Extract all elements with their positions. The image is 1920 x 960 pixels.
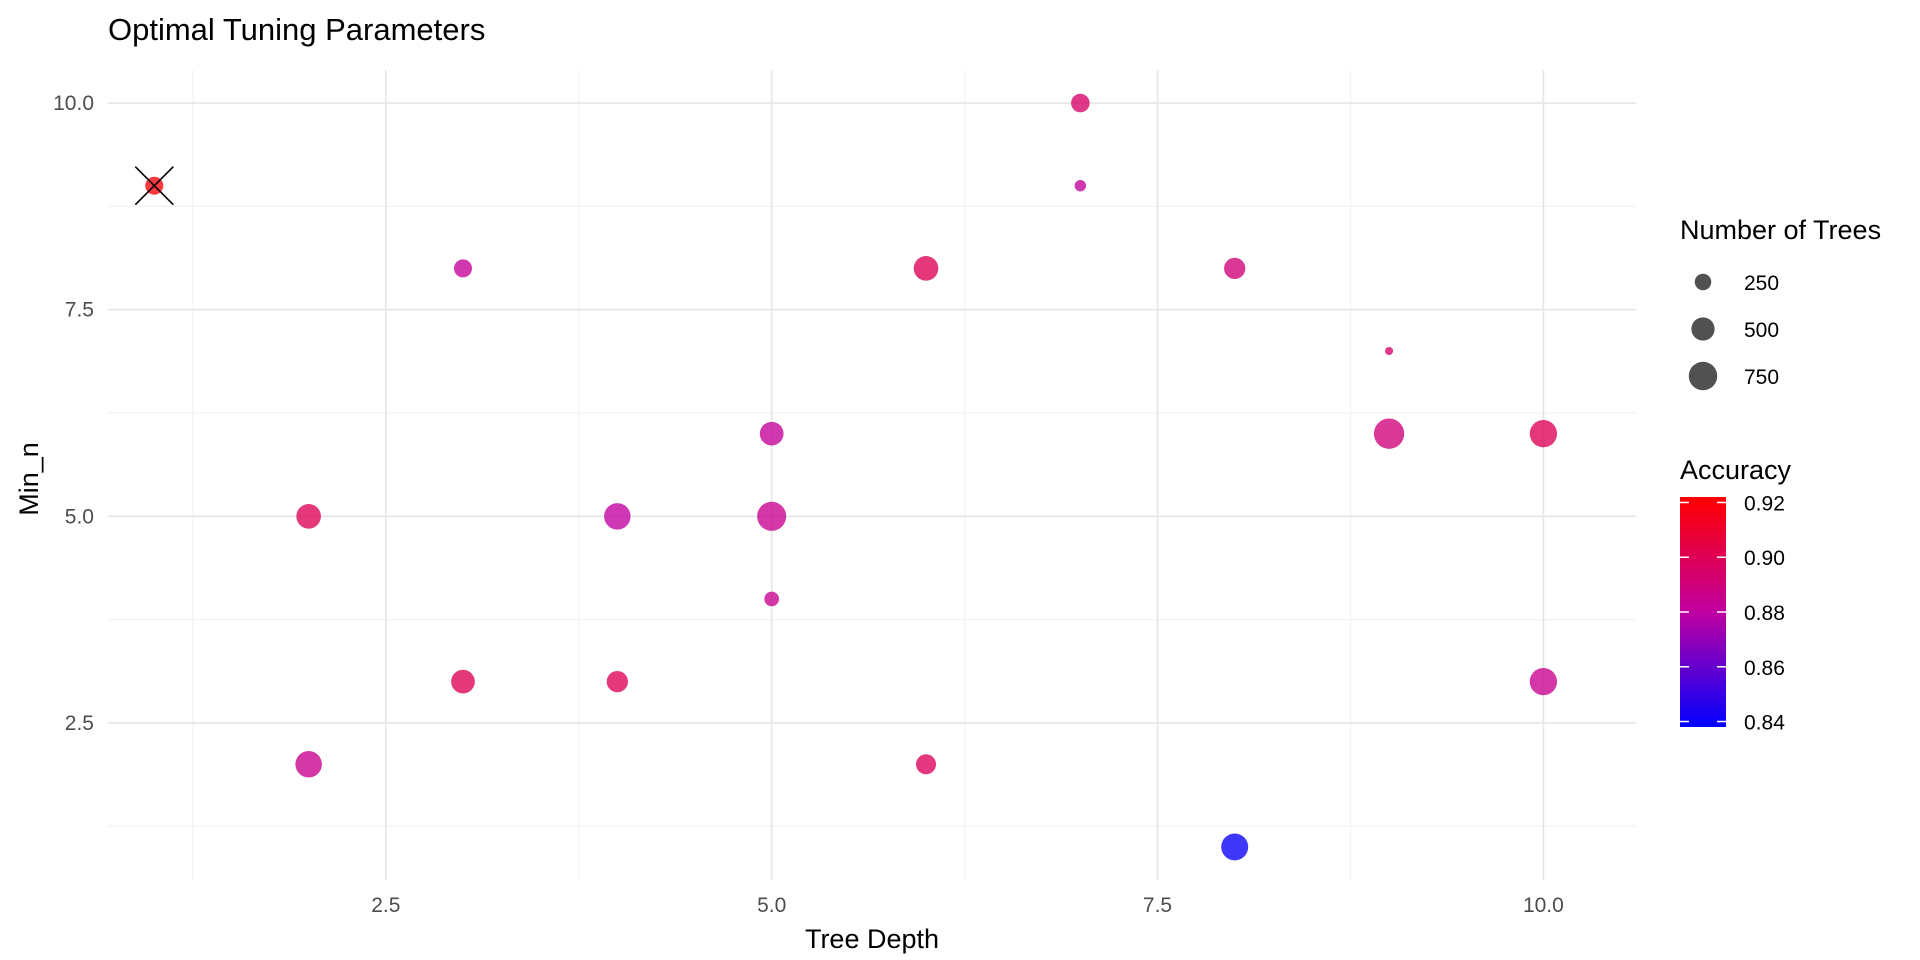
size-legend-label: 250 <box>1744 272 1779 295</box>
size-legend-key <box>1691 317 1715 341</box>
data-point <box>1074 180 1087 192</box>
color-tick-label: 0.92 <box>1744 492 1785 515</box>
y-tick-label: 10.0 <box>53 92 94 115</box>
data-point <box>757 501 787 531</box>
size-legend-label: 750 <box>1744 366 1779 389</box>
y-tick-label: 2.5 <box>65 712 94 735</box>
size-legend-entries: 250 500 750 <box>1688 272 1779 391</box>
best-point-marker <box>134 166 174 206</box>
size-legend-key <box>1688 361 1718 391</box>
color-legend-title: Accuracy <box>1680 455 1792 485</box>
data-point <box>296 504 321 529</box>
x-tick-label: 10.0 <box>1523 894 1564 917</box>
color-tick-label: 0.86 <box>1744 657 1785 680</box>
y-tick-label: 7.5 <box>65 299 94 322</box>
data-point <box>451 669 475 694</box>
y-tick-label: 5.0 <box>65 505 94 528</box>
x-tick-label: 5.0 <box>757 894 786 917</box>
color-legend-ticks: 0.84 0.86 0.88 0.90 0.92 <box>1680 492 1785 735</box>
x-axis-label: Tree Depth <box>805 924 939 954</box>
data-point <box>1224 257 1246 280</box>
best-point-cross-line <box>134 166 174 206</box>
data-point <box>606 670 628 693</box>
data-point <box>1071 93 1090 113</box>
data-point <box>1221 833 1249 861</box>
data-point <box>1373 418 1405 449</box>
size-legend-title: Number of Trees <box>1680 215 1881 245</box>
y-axis-ticks: 2.5 5.0 7.5 10.0 <box>53 92 94 735</box>
data-point <box>1385 346 1394 356</box>
color-legend: Accuracy 0.84 0.86 0.88 0.90 0.92 <box>1680 455 1792 735</box>
size-legend-key <box>1694 273 1712 291</box>
y-axis-label: Min_n <box>14 442 44 516</box>
data-point <box>295 751 322 778</box>
size-legend-label: 500 <box>1744 319 1779 342</box>
color-tick-label: 0.90 <box>1744 547 1785 570</box>
color-tick-label: 0.88 <box>1744 602 1785 625</box>
x-tick-label: 7.5 <box>1143 894 1172 917</box>
grid-lines <box>108 70 1636 880</box>
size-legend: Number of Trees 250 500 750 <box>1680 215 1881 391</box>
data-point <box>1529 420 1558 448</box>
color-tick-label: 0.84 <box>1744 712 1785 735</box>
data-point <box>764 591 780 607</box>
data-point <box>759 421 784 446</box>
x-tick-label: 2.5 <box>371 894 400 917</box>
data-points <box>145 93 1558 861</box>
data-point <box>453 259 472 278</box>
x-axis-ticks: 2.5 5.0 7.5 10.0 <box>371 894 1564 917</box>
data-point <box>604 503 631 530</box>
data-point <box>916 754 937 775</box>
data-point <box>1529 667 1558 696</box>
data-point <box>913 256 939 281</box>
chart-title: Optimal Tuning Parameters <box>108 12 485 47</box>
